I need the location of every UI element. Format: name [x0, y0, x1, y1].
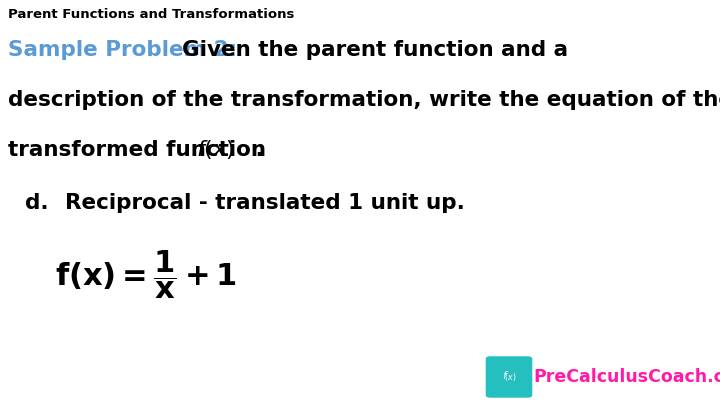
Text: d.: d.	[25, 193, 49, 213]
Text: $f(x)$: $f(x)$	[196, 138, 235, 161]
Text: transformed function: transformed function	[8, 140, 274, 160]
Text: Sample Problem 2:: Sample Problem 2:	[8, 40, 237, 60]
Text: Reciprocal - translated 1 unit up.: Reciprocal - translated 1 unit up.	[65, 193, 465, 213]
Text: Parent Functions and Transformations: Parent Functions and Transformations	[8, 8, 294, 21]
Text: $\mathbf{f(x) = \dfrac{1}{x} + 1}$: $\mathbf{f(x) = \dfrac{1}{x} + 1}$	[55, 248, 237, 301]
Text: .: .	[248, 140, 264, 160]
Text: description of the transformation, write the equation of the: description of the transformation, write…	[8, 90, 720, 110]
Text: PreCalculusCoach.com: PreCalculusCoach.com	[534, 368, 720, 386]
FancyBboxPatch shape	[487, 357, 531, 397]
Text: Given the parent function and a: Given the parent function and a	[182, 40, 568, 60]
Text: $f_{\!(x)}$: $f_{\!(x)}$	[502, 370, 516, 384]
